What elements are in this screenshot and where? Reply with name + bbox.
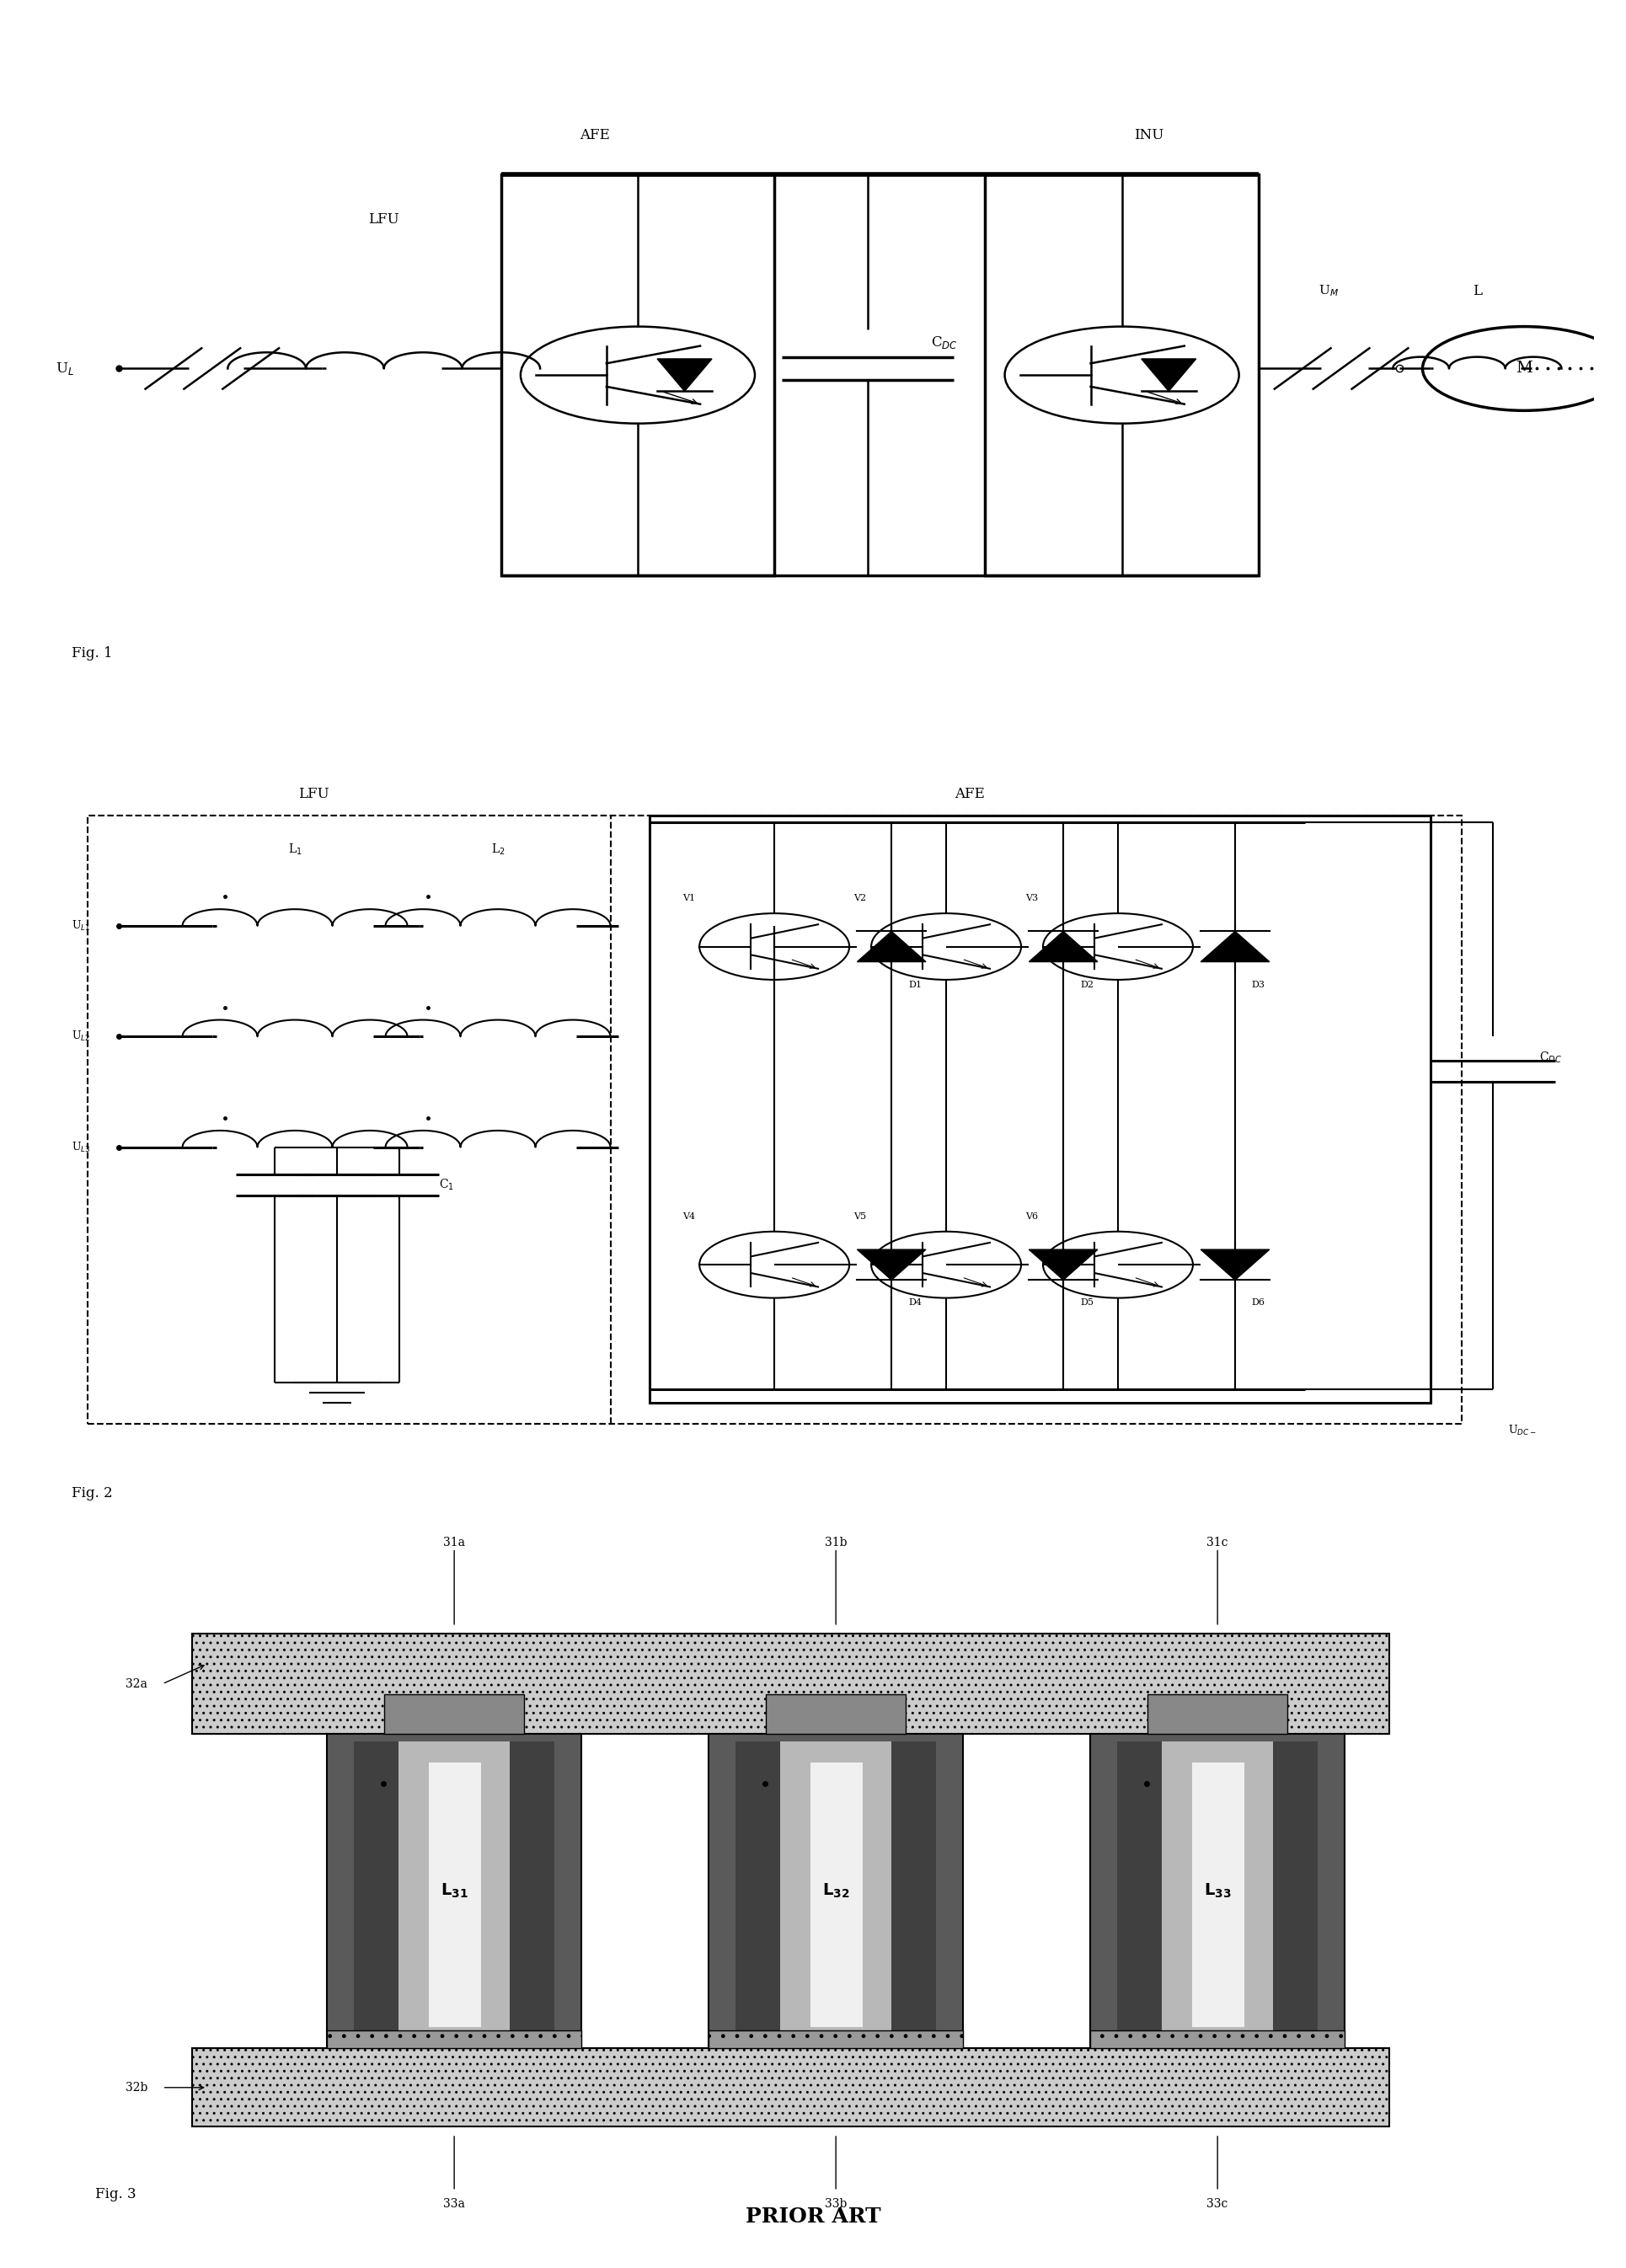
Bar: [1192, 1762, 1244, 2028]
Bar: [1161, 1742, 1272, 2041]
Text: C$_{DC}$: C$_{DC}$: [1538, 1050, 1561, 1064]
Polygon shape: [657, 358, 712, 390]
Text: AFE: AFE: [954, 787, 984, 801]
Polygon shape: [1028, 932, 1098, 962]
Text: 31c: 31c: [1206, 1535, 1228, 1549]
Text: D3: D3: [1250, 980, 1265, 989]
Bar: [780, 1742, 891, 2041]
Polygon shape: [857, 1250, 925, 1279]
Bar: [1146, 1694, 1286, 1733]
Text: U$_{L1}$: U$_{L1}$: [72, 919, 91, 932]
Bar: [384, 1694, 524, 1733]
Text: L$_1$: L$_1$: [288, 841, 302, 857]
Text: D2: D2: [1080, 980, 1093, 989]
Text: 31a: 31a: [442, 1535, 465, 1549]
Text: 31b: 31b: [824, 1535, 847, 1549]
Text: $\mathbf{L_{31}}$: $\mathbf{L_{31}}$: [441, 1882, 468, 1901]
Bar: [192, 1633, 1389, 1733]
Text: U$_M$: U$_M$: [1319, 284, 1338, 299]
Bar: [649, 814, 1429, 1404]
Text: V5: V5: [854, 1211, 867, 1220]
Bar: [327, 1735, 580, 2048]
Text: V6: V6: [1024, 1211, 1037, 1220]
Bar: [735, 1742, 780, 2041]
Bar: [1117, 1742, 1161, 2041]
Text: LFU: LFU: [298, 787, 328, 801]
Text: Fig. 1: Fig. 1: [72, 646, 112, 660]
Text: U$_L$: U$_L$: [55, 361, 75, 376]
Bar: [192, 2048, 1389, 2127]
Text: V3: V3: [1024, 894, 1037, 903]
Text: L: L: [1472, 284, 1481, 297]
Text: PRIOR ART: PRIOR ART: [745, 2207, 881, 2227]
Text: D6: D6: [1250, 1300, 1265, 1306]
Text: Fig. 3: Fig. 3: [94, 2189, 137, 2202]
Text: 32a: 32a: [125, 1678, 148, 1690]
Bar: [766, 1694, 906, 1733]
Text: D4: D4: [907, 1300, 922, 1306]
Bar: [501, 175, 774, 576]
Bar: [709, 1735, 963, 2048]
Text: L$_2$: L$_2$: [491, 841, 504, 857]
Text: Fig. 2: Fig. 2: [72, 1486, 112, 1499]
Bar: [1272, 1742, 1317, 2041]
Text: 32b: 32b: [125, 2082, 148, 2093]
Text: U$_{L2}$: U$_{L2}$: [72, 1030, 89, 1043]
Polygon shape: [857, 932, 925, 962]
Text: $\mathbf{L_{33}}$: $\mathbf{L_{33}}$: [1203, 1882, 1231, 1901]
Bar: [327, 2030, 580, 2048]
Text: $\mathbf{L_{32}}$: $\mathbf{L_{32}}$: [821, 1882, 849, 1901]
Text: M: M: [1515, 361, 1532, 376]
Bar: [985, 175, 1259, 576]
Bar: [398, 1742, 509, 2041]
Polygon shape: [1200, 932, 1268, 962]
Bar: [354, 1742, 398, 2041]
Text: 33a: 33a: [444, 2198, 465, 2209]
Text: 33c: 33c: [1206, 2198, 1228, 2209]
Text: U$_{DC-}$: U$_{DC-}$: [1507, 1424, 1537, 1438]
Text: INU: INU: [1133, 127, 1164, 143]
Text: V2: V2: [854, 894, 867, 903]
Text: C$_{DC}$: C$_{DC}$: [930, 336, 958, 352]
Text: 33b: 33b: [824, 2198, 847, 2209]
Bar: [810, 1762, 862, 2028]
Bar: [1089, 2030, 1345, 2048]
Bar: [509, 1742, 554, 2041]
Text: D5: D5: [1080, 1300, 1093, 1306]
Bar: [891, 1742, 935, 2041]
Text: AFE: AFE: [579, 127, 610, 143]
Polygon shape: [1028, 1250, 1098, 1279]
Text: U$_{L3}$: U$_{L3}$: [72, 1141, 91, 1154]
Polygon shape: [1141, 358, 1195, 390]
Text: LFU: LFU: [369, 213, 398, 227]
Bar: [429, 1762, 481, 2028]
Polygon shape: [1200, 1250, 1268, 1279]
Bar: [709, 2030, 963, 2048]
Text: D1: D1: [907, 980, 922, 989]
Text: V1: V1: [681, 894, 694, 903]
Bar: [88, 814, 1460, 1424]
Text: C$_1$: C$_1$: [439, 1177, 454, 1193]
Text: V4: V4: [681, 1211, 694, 1220]
Bar: [1089, 1735, 1345, 2048]
